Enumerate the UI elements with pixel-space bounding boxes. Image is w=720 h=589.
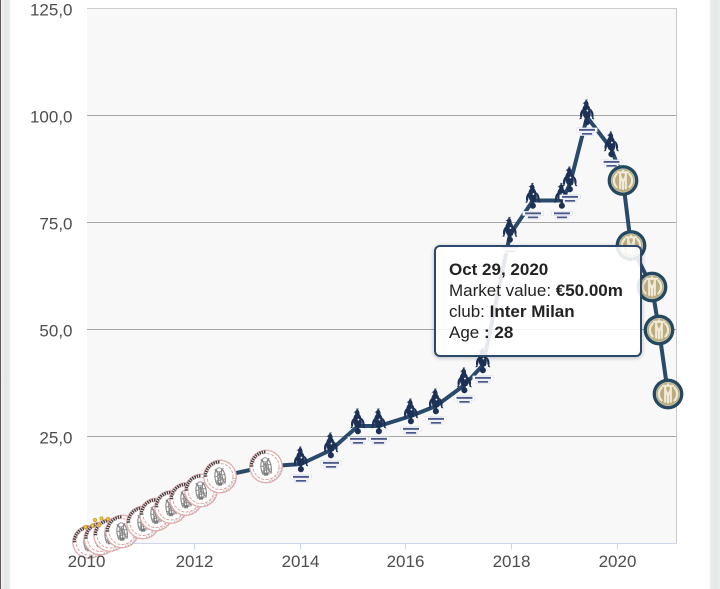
svg-text:50,0: 50,0 [39, 322, 72, 341]
svg-text:125,0: 125,0 [30, 1, 73, 20]
svg-text:75,0: 75,0 [39, 215, 72, 234]
svg-text:100,0: 100,0 [30, 108, 73, 127]
svg-text:25,0: 25,0 [39, 429, 72, 448]
svg-text:2018: 2018 [493, 552, 531, 571]
svg-text:2016: 2016 [387, 552, 425, 571]
svg-text:2020: 2020 [599, 552, 637, 571]
svg-text:2012: 2012 [176, 552, 214, 571]
svg-text:2010: 2010 [68, 552, 106, 571]
svg-text:2014: 2014 [282, 552, 320, 571]
